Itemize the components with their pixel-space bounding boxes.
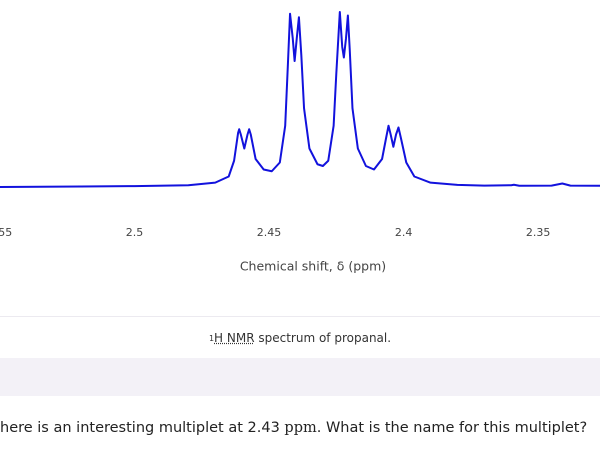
caption-sup: 1 xyxy=(208,333,215,343)
caption-text: spectrum of propanal. xyxy=(254,331,392,345)
question-before: here is an interesting multiplet at 2.43 xyxy=(0,420,285,436)
x-tick-label: 2.45 xyxy=(257,226,282,239)
x-tick-label: 2.55 xyxy=(0,226,12,239)
question: here is an interesting multiplet at 2.43… xyxy=(0,420,587,436)
x-tick-label: 2.5 xyxy=(126,226,144,239)
caption-abbr[interactable]: H NMR xyxy=(214,331,255,345)
question-after: . What is the name for this multiplet? xyxy=(316,420,588,436)
x-tick-label: 2.4 xyxy=(395,226,413,239)
x-tick-label: 2.35 xyxy=(526,226,551,239)
band xyxy=(0,358,600,396)
spectrum-line xyxy=(0,11,600,188)
x-axis-title: Chemical shift, δ (ppm) xyxy=(240,259,386,274)
chart: Chemical shift, δ (ppm) 2.55 2.5 2.45 2.4 2.… xyxy=(0,11,600,274)
question-unit: ppm xyxy=(284,420,317,436)
